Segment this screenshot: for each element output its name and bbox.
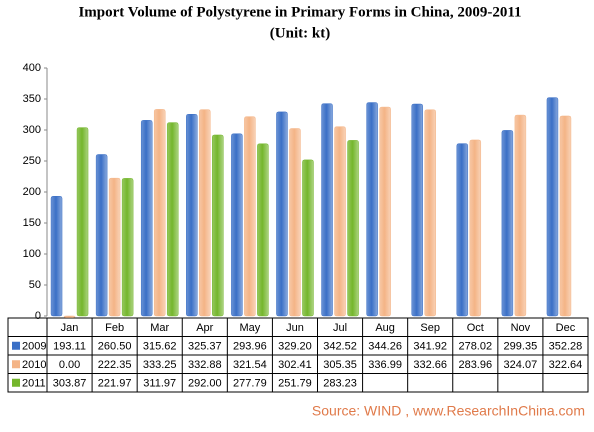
- table-cell: 341.92: [413, 341, 447, 353]
- table-cell: 321.54: [233, 359, 267, 371]
- bar: [379, 106, 391, 317]
- bar: [50, 196, 63, 317]
- table-cell: 283.23: [323, 378, 357, 390]
- y-tick-label: 300: [23, 124, 41, 136]
- table-cell: 0.00: [59, 359, 80, 371]
- bar: [166, 122, 179, 317]
- table-cell: 222.35: [98, 359, 132, 371]
- bar: [212, 134, 224, 317]
- bar: [546, 97, 559, 317]
- legend-swatch: [12, 341, 20, 350]
- y-tick-label: 350: [23, 93, 41, 105]
- table-cell: 299.35: [504, 341, 538, 353]
- bar: [231, 133, 243, 317]
- table-cell: 277.79: [233, 378, 267, 390]
- bar: [456, 143, 469, 317]
- bar: [244, 116, 256, 317]
- table-cell: 352.28: [549, 341, 583, 353]
- bar: [140, 120, 153, 317]
- table-cell: 336.99: [368, 359, 402, 371]
- y-tick-label: 200: [23, 186, 41, 198]
- bar: [276, 111, 288, 317]
- bar: [424, 109, 436, 317]
- y-tick-label: 0: [35, 310, 41, 322]
- bar: [411, 103, 423, 317]
- y-tick-label: 150: [23, 217, 41, 229]
- table-cell: 303.87: [53, 378, 87, 390]
- x-tick-label: Dec: [556, 322, 576, 334]
- bar: [321, 103, 333, 317]
- table-cell: 251.79: [278, 378, 312, 390]
- table-cell: 315.62: [143, 341, 177, 353]
- table-cell: 283.96: [458, 359, 492, 371]
- table-cell: 329.20: [278, 341, 312, 353]
- bar: [257, 143, 269, 317]
- legend-swatch: [12, 360, 20, 369]
- x-tick-label: Mar: [150, 322, 169, 334]
- bar: [289, 128, 301, 317]
- table-cell: 278.02: [458, 341, 492, 353]
- bar: [63, 315, 76, 318]
- table-cell: 325.37: [188, 341, 222, 353]
- x-tick-label: Aug: [375, 322, 395, 334]
- x-tick-label: Apr: [196, 322, 213, 334]
- table-cell: 311.97: [143, 378, 176, 390]
- table-cell: 305.35: [323, 359, 357, 371]
- table-cell: 221.97: [98, 378, 132, 390]
- x-tick-label: Jul: [333, 322, 347, 334]
- bar: [366, 102, 378, 317]
- table-cell: 260.50: [98, 341, 132, 353]
- table-cell: 322.64: [549, 359, 583, 371]
- table-cell: 333.25: [143, 359, 177, 371]
- table-cell: 324.07: [504, 359, 538, 371]
- x-tick-label: Oct: [467, 322, 484, 334]
- y-tick-label: 250: [23, 155, 41, 167]
- table-cell: 293.96: [233, 341, 267, 353]
- legend-label: 2010: [22, 359, 46, 371]
- bar: [514, 114, 527, 317]
- source: Source: WIND , www.ResearchInChina.com: [312, 403, 585, 419]
- chart-subtitle: (Unit: kt): [270, 25, 330, 41]
- bar: [302, 159, 314, 317]
- bar: [559, 115, 572, 317]
- bar: [76, 127, 89, 317]
- y-tick-label: 50: [29, 279, 41, 291]
- bar: [334, 126, 346, 317]
- x-tick-label: May: [239, 322, 260, 334]
- bar: [199, 109, 211, 317]
- y-tick-label: 100: [23, 248, 41, 260]
- bar: [501, 130, 514, 317]
- bar: [153, 109, 166, 317]
- table-cell: 332.88: [188, 359, 222, 371]
- x-tick-label: Sep: [420, 322, 440, 334]
- bar: [347, 140, 359, 317]
- bar: [108, 177, 121, 317]
- bar: [121, 178, 134, 317]
- x-tick-label: Jun: [286, 322, 304, 334]
- x-tick-label: Jan: [61, 322, 79, 334]
- x-tick-label: Feb: [105, 322, 124, 334]
- bar: [186, 114, 198, 317]
- legend-label: 2009: [22, 341, 46, 353]
- legend-label: 2011: [22, 378, 46, 390]
- table-cell: 342.52: [323, 341, 357, 353]
- table-cell: 344.26: [368, 341, 402, 353]
- table-cell: 193.11: [53, 341, 86, 353]
- table-cell: 302.41: [278, 359, 312, 371]
- y-tick-label: 400: [23, 62, 41, 74]
- bar: [469, 139, 482, 317]
- table-cell: 292.00: [188, 378, 222, 390]
- x-tick-label: Nov: [511, 322, 531, 334]
- table-cell: 332.66: [413, 359, 447, 371]
- chart-title: Import Volume of Polystyrene in Primary …: [78, 4, 521, 20]
- legend-swatch: [12, 378, 20, 387]
- bar: [95, 154, 108, 317]
